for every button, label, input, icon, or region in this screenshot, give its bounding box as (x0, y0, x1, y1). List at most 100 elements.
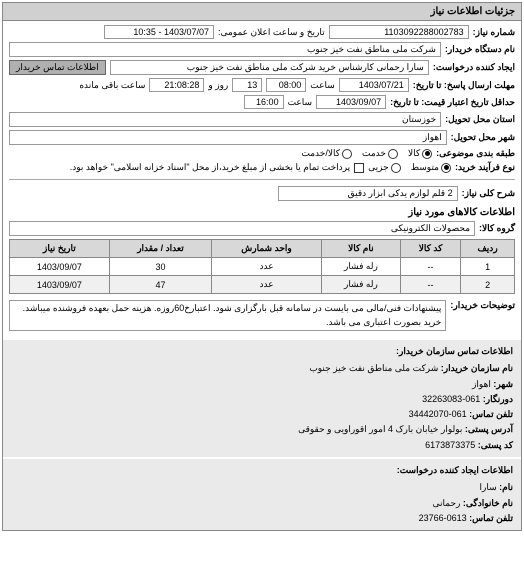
table-head-row: ردیفکد کالانام کالاواحد شمارشتعداد / مقد… (10, 240, 515, 258)
datetime-label: تاریخ و ساعت اعلان عمومی: (218, 27, 325, 38)
number-value: 1103092288002783 (329, 25, 469, 39)
divider (9, 179, 515, 180)
c1-city-label: شهر: (493, 379, 513, 389)
table-cell: -- (400, 258, 460, 276)
panel-title: جزئیات اطلاعات نیاز (3, 3, 521, 21)
c2-phone: 0613-23766 (419, 513, 467, 523)
process-checkbox[interactable] (354, 163, 364, 173)
c1-org: شرکت ملی مناطق نفت خیز جنوب (309, 363, 438, 373)
validity-label: حداقل تاریخ اعتبار قیمت: تا تاریخ: (390, 97, 515, 108)
table-header-cell: نام کالا (321, 240, 400, 258)
goods-table: ردیفکد کالانام کالاواحد شمارشتعداد / مقد… (9, 239, 515, 294)
row-deadline: مهلت ارسال پاسخ: تا تاریخ: 1403/07/21 سا… (9, 78, 515, 92)
table-cell: -- (400, 276, 460, 294)
table-header-cell: واحد شمارش (212, 240, 322, 258)
contact-creator-header: اطلاعات ایجاد کننده درخواست: (11, 463, 513, 478)
row-org: نام دستگاه خریدار: شرکت ملی مناطق نفت خی… (9, 42, 515, 57)
c2-phone-label: تلفن تماس: (469, 513, 513, 523)
deadline-date: 1403/07/21 (339, 78, 409, 92)
panel-body: شماره نیاز: 1103092288002783 تاریخ و ساع… (3, 21, 521, 338)
process-note: پرداخت تمام یا بخشی از مبلغ خرید،از محل … (70, 162, 350, 173)
c1-phone-label: تلفن تماس: (469, 409, 513, 419)
row-process: نوع فرآیند خرید: متوسط جزیی پرداخت تمام … (9, 162, 515, 173)
c1-fax: 061-32263083 (422, 394, 480, 404)
process-radios: متوسط جزیی (368, 162, 451, 173)
radio-small[interactable]: متوسط (411, 162, 451, 173)
radio-dot-icon (388, 149, 398, 159)
process-label: نوع فرآیند خرید: (455, 162, 515, 173)
c1-postcode-label: کد پستی: (478, 440, 513, 450)
deadline-label: مهلت ارسال پاسخ: تا تاریخ: (413, 80, 515, 91)
row-number: شماره نیاز: 1103092288002783 تاریخ و ساع… (9, 25, 515, 39)
radio-small-label: متوسط (411, 162, 439, 173)
row-validity: حداقل تاریخ اعتبار قیمت: تا تاریخ: 1403/… (9, 95, 515, 109)
table-cell: رله فشار (321, 276, 400, 294)
radio-service-label: خدمت (362, 148, 386, 159)
contact-org-block: اطلاعات تماس سازمان خریدار: نام سازمان خ… (3, 340, 521, 457)
radio-goods[interactable]: کالا (408, 148, 432, 159)
c1-city: اهواز (472, 379, 491, 389)
row-creator: ایجاد کننده درخواست: سارا رحمانی کارشناس… (9, 60, 515, 75)
radio-dot-icon (342, 149, 352, 159)
row-need-title: شرح کلی نیاز: 2 قلم لوازم یدکی ابزار دقی… (9, 186, 515, 201)
number-label: شماره نیاز: (473, 27, 515, 38)
c1-postcode: 6173873375 (425, 440, 475, 450)
c1-phone: 061-34442070 (409, 409, 467, 419)
province-label: استان محل تحویل: (445, 114, 515, 125)
goods-section-title: اطلاعات کالاهای مورد نیاز (9, 207, 515, 218)
table-cell: 47 (109, 276, 211, 294)
contact-org-header: اطلاعات تماس سازمان خریدار: (11, 344, 513, 359)
radio-dot-icon (422, 149, 432, 159)
deadline-time-label: ساعت (310, 80, 335, 91)
c1-address-label: آدرس پستی: (465, 424, 513, 434)
c1-address: بولوار خیابان بارک 4 امور اقوراویی و حقو… (298, 424, 462, 434)
province-value: خوزستان (9, 112, 441, 127)
buyer-contact-badge[interactable]: اطلاعات تماس خریدار (9, 60, 106, 75)
org-label: نام دستگاه خریدار: (445, 44, 515, 55)
radio-partial-label: جزیی (368, 162, 389, 173)
radio-dot-icon (391, 163, 401, 173)
table-header-cell: ردیف (461, 240, 515, 258)
radio-partial[interactable]: جزیی (368, 162, 401, 173)
table-row: 2--رله فشارعدد471403/09/07 (10, 276, 515, 294)
c2-name: سارا (480, 482, 497, 492)
deadline-time: 08:00 (266, 78, 306, 92)
org-value: شرکت ملی مناطق نفت خیز جنوب (9, 42, 441, 57)
deadline-days-label: روز و (208, 80, 228, 91)
validity-time: 16:00 (244, 95, 284, 109)
table-cell: 1403/09/07 (10, 258, 110, 276)
row-category: طبقه بندی موضوعی: کالا خدمت کالا/خدمت (9, 148, 515, 159)
category-radios: کالا خدمت کالا/خدمت (301, 148, 432, 159)
radio-dot-icon (441, 163, 451, 173)
c2-surname: رحمانی (433, 498, 461, 508)
main-panel: جزئیات اطلاعات نیاز شماره نیاز: 11030922… (2, 2, 522, 531)
validity-date: 1403/09/07 (316, 95, 386, 109)
table-cell: عدد (212, 276, 322, 294)
validity-time-label: ساعت (288, 97, 313, 108)
c2-name-label: نام: (499, 482, 513, 492)
creator-label: ایجاد کننده درخواست: (433, 62, 515, 73)
table-cell: 30 (109, 258, 211, 276)
c1-org-label: نام سازمان خریدار: (441, 363, 513, 373)
deadline-remain: 21:08:28 (149, 78, 204, 92)
row-goods-group: گروه کالا: محصولات الکترونیکی (9, 221, 515, 236)
row-city: شهر محل تحویل: اهواز (9, 130, 515, 145)
radio-service[interactable]: خدمت (362, 148, 398, 159)
goods-group-value: محصولات الکترونیکی (9, 221, 475, 236)
deadline-remain-label: ساعت باقی مانده (79, 80, 145, 91)
row-province: استان محل تحویل: خوزستان (9, 112, 515, 127)
c2-surname-label: نام خانوادگی: (463, 498, 513, 508)
buyer-note-text: پیشنهادات فنی/مالی می بایست در سامانه قب… (9, 300, 446, 331)
category-label: طبقه بندی موضوعی: (436, 148, 515, 159)
creator-value: سارا رحمانی کارشناس خرید شرکت ملی مناطق … (110, 60, 429, 75)
contact-creator-block: اطلاعات ایجاد کننده درخواست: نام: سارا ن… (3, 459, 521, 530)
table-header-cell: کد کالا (400, 240, 460, 258)
need-title-value: 2 قلم لوازم یدکی ابزار دقیق (278, 186, 458, 201)
deadline-days: 13 (232, 78, 262, 92)
radio-goods-label: کالا (408, 148, 420, 159)
radio-both-label: کالا/خدمت (301, 148, 340, 159)
radio-both[interactable]: کالا/خدمت (301, 148, 352, 159)
table-cell: 1403/09/07 (10, 276, 110, 294)
table-cell: رله فشار (321, 258, 400, 276)
row-buyer-note: توضیحات خریدار: پیشنهادات فنی/مالی می با… (9, 300, 515, 331)
